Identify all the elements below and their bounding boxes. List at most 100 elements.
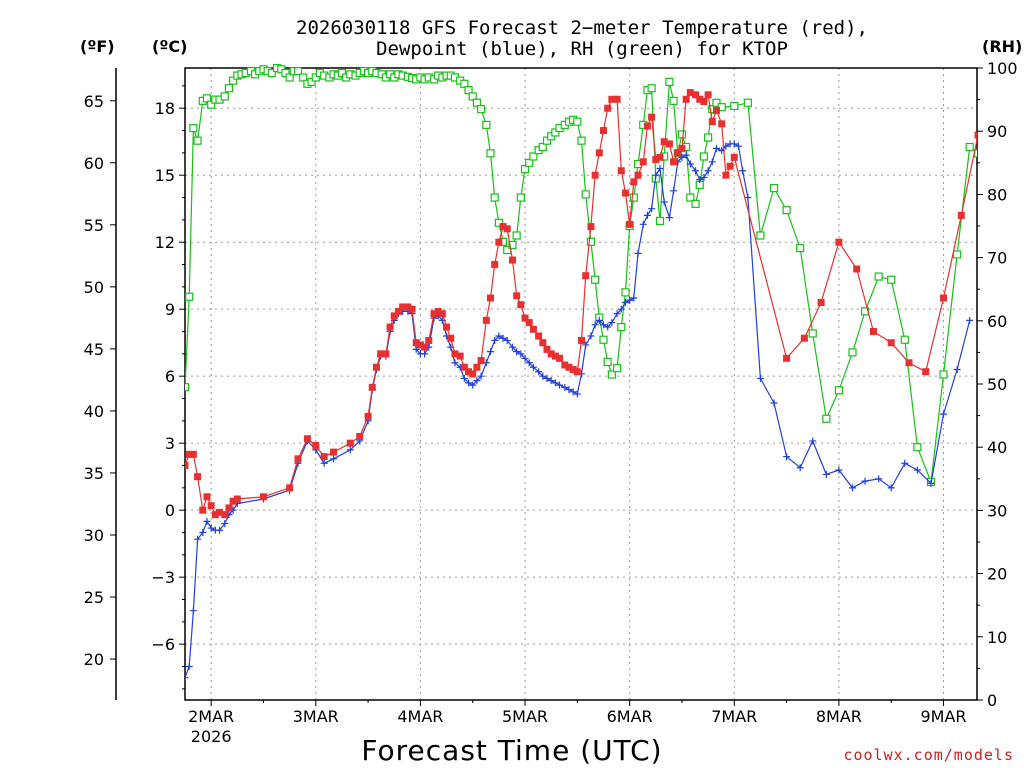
dewpoint-point — [692, 167, 700, 175]
dewpoint-point — [495, 332, 503, 340]
temperature-point — [189, 450, 197, 458]
fahrenheit-tick-label: 20 — [84, 650, 104, 669]
temperature-point — [416, 341, 424, 349]
dewpoint-point — [346, 446, 354, 454]
temperature-point — [399, 303, 407, 311]
temperature-point — [670, 158, 678, 166]
rh-point — [267, 68, 276, 78]
rh-point — [281, 68, 290, 78]
temperature-point — [634, 171, 642, 179]
temperature-point — [229, 497, 237, 505]
dewpoint-point — [535, 368, 543, 376]
temperature-point — [783, 354, 791, 362]
rh-point — [617, 323, 626, 332]
fahrenheit-unit-label: (ºF) — [80, 37, 115, 56]
series-dewpoint — [185, 140, 974, 682]
x-tick-label: 6MAR — [607, 707, 653, 726]
temperature-point — [320, 453, 328, 461]
dewpoint-point — [630, 294, 638, 302]
temperature-point — [569, 365, 577, 373]
rh-point — [655, 216, 665, 226]
temperature-point — [469, 370, 477, 378]
dewpoint-point — [617, 305, 625, 313]
dewpoint-point — [770, 399, 778, 407]
temperature-point — [207, 502, 215, 510]
rh-point — [769, 183, 779, 193]
temperature-point — [408, 305, 416, 313]
rh-line — [185, 67, 977, 483]
rh-tick-label: 20 — [987, 565, 1007, 584]
temperature-point — [386, 323, 394, 331]
rh-point — [808, 329, 817, 338]
dewpoint-point — [460, 374, 468, 382]
temperature-point — [905, 359, 913, 367]
temperature-point — [656, 153, 664, 161]
rh-tick-label: 100 — [987, 59, 1018, 78]
rh-point — [490, 193, 499, 202]
temperature-point — [430, 310, 438, 318]
celsius-tick-label: −6 — [151, 635, 175, 654]
dewpoint-point — [887, 484, 895, 492]
temperature-point — [957, 211, 965, 219]
temperature-point — [604, 104, 612, 112]
rh-point — [542, 136, 552, 145]
dewpoint-point — [621, 298, 629, 306]
dewpoint-point — [513, 348, 521, 356]
rh-point — [621, 288, 630, 297]
temperature-point — [608, 95, 616, 103]
dewpoint-point — [660, 198, 668, 206]
chart-title-line1: 2026030118 GFS Forecast 2−meter Temperat… — [296, 17, 868, 39]
rh-point — [293, 67, 303, 76]
temperature-point — [682, 95, 690, 103]
rh-point — [834, 386, 843, 395]
rh-point — [337, 68, 347, 78]
dewpoint-point — [477, 372, 485, 380]
rh-point — [822, 414, 831, 423]
temperature-point — [199, 506, 207, 514]
dewpoint-point — [696, 176, 704, 184]
fahrenheit-tick-label: 40 — [84, 402, 104, 421]
temperature-point — [660, 138, 668, 146]
rh-point — [460, 79, 469, 88]
temperature-point — [513, 292, 521, 300]
temperature-point — [652, 156, 660, 164]
temperature-point — [372, 363, 380, 371]
temperature-point — [477, 357, 485, 365]
dewpoint-point — [875, 475, 883, 483]
temperature-point — [595, 149, 603, 157]
rh-point — [973, 149, 977, 158]
temperature-point — [817, 298, 825, 306]
dewpoint-point — [704, 167, 712, 175]
temperature-point — [330, 448, 338, 456]
series-rh — [185, 64, 977, 487]
temperature-point — [216, 508, 224, 516]
credit-link[interactable]: coolwx.com/models — [843, 746, 1014, 764]
dewpoint-point — [744, 194, 752, 202]
dewpoint-point — [822, 470, 830, 478]
temperature-point — [722, 171, 730, 179]
temperature-point — [482, 316, 490, 324]
temperature-point — [377, 350, 385, 358]
rh-point — [486, 149, 495, 158]
temperature-point — [259, 493, 267, 501]
temperature-point — [712, 106, 720, 114]
x-tick-label: 3MAR — [293, 707, 339, 726]
dewpoint-point — [756, 374, 764, 382]
rh-point — [699, 152, 709, 161]
dewpoint-point — [604, 323, 612, 331]
dewpoint-point — [643, 211, 651, 219]
dewpoint-point — [678, 153, 686, 161]
temperature-point — [294, 455, 302, 463]
dewpoint-point — [665, 214, 673, 222]
rh-tick-label: 10 — [987, 628, 1007, 647]
temperature-point — [665, 140, 673, 148]
temperature-point — [521, 314, 529, 322]
rh-point — [900, 335, 909, 344]
dewpoint-point — [648, 205, 656, 213]
dewpoint-point — [203, 517, 211, 525]
fahrenheit-tick-label: 30 — [84, 526, 104, 545]
rh-point — [285, 73, 294, 82]
x-tick-label: 7MAR — [711, 707, 757, 726]
rh-point — [647, 84, 656, 93]
temperature-point — [203, 493, 211, 501]
